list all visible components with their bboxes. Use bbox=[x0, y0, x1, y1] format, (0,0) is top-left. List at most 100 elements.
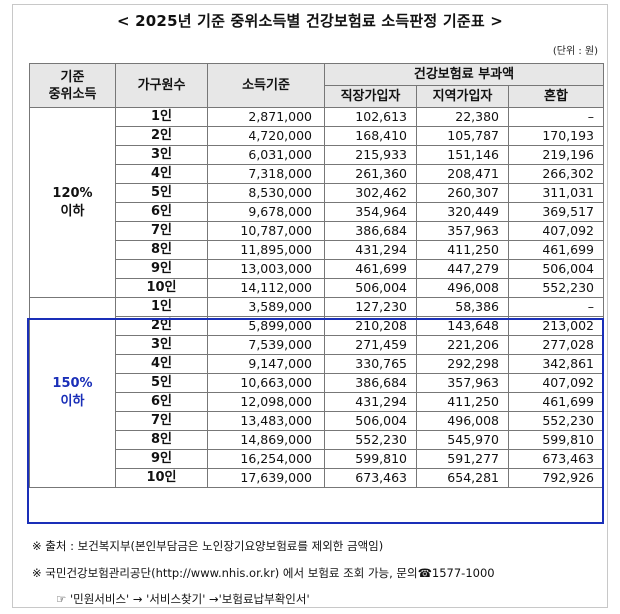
workplace-premium-cell: 506,004 bbox=[324, 278, 417, 298]
income-basis-cell: 6,031,000 bbox=[207, 145, 325, 165]
household-size-cell: 7인 bbox=[115, 411, 208, 431]
table-row: 9인 16,254,000 599,810 591,277 673,463 bbox=[30, 449, 605, 469]
mixed-premium-cell: 599,810 bbox=[507, 430, 605, 450]
table-row: 10인 17,639,000 673,463 654,281 792,926 bbox=[30, 468, 605, 488]
local-premium-cell: 411,250 bbox=[416, 392, 509, 412]
local-premium-cell: 221,206 bbox=[416, 335, 509, 355]
local-premium-cell: 151,146 bbox=[416, 145, 509, 165]
income-basis-cell: 2,871,000 bbox=[207, 107, 325, 127]
note-path: ☞ '민원서비스' → '서비스찾기' →'보험료납부확인서' bbox=[56, 592, 310, 606]
household-size-cell: 7인 bbox=[115, 221, 208, 241]
mixed-premium-cell: 277,028 bbox=[507, 335, 605, 355]
group-qualifier: 이하 bbox=[60, 203, 85, 219]
local-premium-cell: 357,963 bbox=[416, 221, 509, 241]
mixed-premium-cell: 369,517 bbox=[507, 202, 605, 222]
household-size-cell: 1인 bbox=[115, 297, 208, 317]
workplace-premium-cell: 431,294 bbox=[324, 240, 417, 260]
workplace-premium-cell: 215,933 bbox=[324, 145, 417, 165]
local-premium-cell: 320,449 bbox=[416, 202, 509, 222]
note-contact: ※ 국민건강보험관리공단(http://www.nhis.or.kr) 에서 보… bbox=[32, 566, 495, 580]
mixed-premium-cell: 407,092 bbox=[507, 221, 605, 241]
workplace-premium-cell: 330,765 bbox=[324, 354, 417, 374]
household-size-cell: 4인 bbox=[115, 354, 208, 374]
workplace-premium-cell: 127,230 bbox=[324, 297, 417, 317]
income-basis-cell: 13,003,000 bbox=[207, 259, 325, 279]
local-premium-cell: 143,648 bbox=[416, 316, 509, 336]
table-body: 120% 이하 1인 2,871,000 102,613 22,380–2인 4,720,0… bbox=[29, 107, 605, 488]
mixed-premium-cell: – bbox=[507, 107, 605, 127]
household-size-cell: 8인 bbox=[115, 430, 208, 450]
mixed-premium-cell: 219,196 bbox=[507, 145, 605, 165]
mixed-premium-cell: 407,092 bbox=[507, 373, 605, 393]
table-row: 5인 10,663,000 386,684 357,963 407,092 bbox=[30, 373, 605, 393]
mixed-premium-cell: 792,926 bbox=[507, 468, 605, 488]
note-source: ※ 출처 : 보건복지부(본인부담금은 노인장기요양보험료를 제외한 금액임) bbox=[32, 539, 384, 553]
local-premium-cell: 22,380 bbox=[416, 107, 509, 127]
mixed-premium-cell: 461,699 bbox=[507, 240, 605, 260]
income-basis-cell: 5,899,000 bbox=[207, 316, 325, 336]
table-row: 120% 이하 1인 2,871,000 102,613 22,380– bbox=[29, 107, 605, 298]
local-premium-cell: 654,281 bbox=[416, 468, 509, 488]
household-size-cell: 2인 bbox=[115, 316, 208, 336]
table-row: 6인 9,678,000 354,964 320,449 369,517 bbox=[30, 202, 605, 222]
header-median-income: 기준 중위소득 bbox=[29, 63, 116, 108]
workplace-premium-cell: 506,004 bbox=[324, 411, 417, 431]
median-income-group: 120% 이하 bbox=[29, 107, 116, 298]
workplace-premium-cell: 271,459 bbox=[324, 335, 417, 355]
workplace-premium-cell: 673,463 bbox=[324, 468, 417, 488]
mixed-premium-cell: – bbox=[507, 297, 605, 317]
workplace-premium-cell: 102,613 bbox=[324, 107, 417, 127]
mixed-premium-cell: 342,861 bbox=[507, 354, 605, 374]
workplace-premium-cell: 552,230 bbox=[324, 430, 417, 450]
header-median-line2: 중위소득 bbox=[48, 86, 97, 102]
mixed-premium-cell: 266,302 bbox=[507, 164, 605, 184]
household-size-cell: 2인 bbox=[115, 126, 208, 146]
group-percent: 150% bbox=[52, 375, 93, 391]
workplace-premium-cell: 302,462 bbox=[324, 183, 417, 203]
header-local: 지역가입자 bbox=[416, 85, 509, 108]
table-row: 7인 10,787,000 386,684 357,963 407,092 bbox=[30, 221, 605, 241]
income-basis-cell: 16,254,000 bbox=[207, 449, 325, 469]
group-qualifier: 이하 bbox=[60, 393, 85, 409]
mixed-premium-cell: 506,004 bbox=[507, 259, 605, 279]
household-size-cell: 10인 bbox=[115, 468, 208, 488]
workplace-premium-cell: 261,360 bbox=[324, 164, 417, 184]
local-premium-cell: 545,970 bbox=[416, 430, 509, 450]
table-row: 7인 13,483,000 506,004 496,008 552,230 bbox=[30, 411, 605, 431]
header-households: 가구원수 bbox=[115, 63, 208, 108]
household-size-cell: 6인 bbox=[115, 392, 208, 412]
household-size-cell: 9인 bbox=[115, 259, 208, 279]
household-size-cell: 3인 bbox=[115, 335, 208, 355]
header-median-line1: 기준 bbox=[60, 69, 85, 85]
household-size-cell: 9인 bbox=[115, 449, 208, 469]
mixed-premium-cell: 170,193 bbox=[507, 126, 605, 146]
table-row: 4인 7,318,000 261,360 208,471 266,302 bbox=[30, 164, 605, 184]
table-row: 3인 6,031,000 215,933 151,146 219,196 bbox=[30, 145, 605, 165]
workplace-premium-cell: 210,208 bbox=[324, 316, 417, 336]
household-size-cell: 3인 bbox=[115, 145, 208, 165]
table-row: 2인 4,720,000 168,410 105,787 170,193 bbox=[30, 126, 605, 146]
household-size-cell: 4인 bbox=[115, 164, 208, 184]
workplace-premium-cell: 168,410 bbox=[324, 126, 417, 146]
income-basis-cell: 9,147,000 bbox=[207, 354, 325, 374]
income-basis-cell: 10,787,000 bbox=[207, 221, 325, 241]
income-basis-cell: 8,530,000 bbox=[207, 183, 325, 203]
local-premium-cell: 260,307 bbox=[416, 183, 509, 203]
income-basis-cell: 14,869,000 bbox=[207, 430, 325, 450]
table-row: 8인 11,895,000 431,294 411,250 461,699 bbox=[30, 240, 605, 260]
income-basis-cell: 11,895,000 bbox=[207, 240, 325, 260]
income-basis-cell: 14,112,000 bbox=[207, 278, 325, 298]
income-basis-cell: 13,483,000 bbox=[207, 411, 325, 431]
workplace-premium-cell: 599,810 bbox=[324, 449, 417, 469]
header-income-basis: 소득기준 bbox=[207, 63, 325, 108]
median-income-group: 150% 이하 bbox=[29, 297, 116, 488]
mixed-premium-cell: 552,230 bbox=[507, 411, 605, 431]
local-premium-cell: 105,787 bbox=[416, 126, 509, 146]
page-title: < 2025년 기준 중위소득별 건강보험료 소득판정 기준표 > bbox=[116, 12, 504, 30]
income-basis-cell: 7,539,000 bbox=[207, 335, 325, 355]
income-basis-cell: 3,589,000 bbox=[207, 297, 325, 317]
header-premium: 건강보험료 부과액 bbox=[323, 63, 605, 86]
income-basis-cell: 9,678,000 bbox=[207, 202, 325, 222]
local-premium-cell: 411,250 bbox=[416, 240, 509, 260]
local-premium-cell: 496,008 bbox=[416, 411, 509, 431]
